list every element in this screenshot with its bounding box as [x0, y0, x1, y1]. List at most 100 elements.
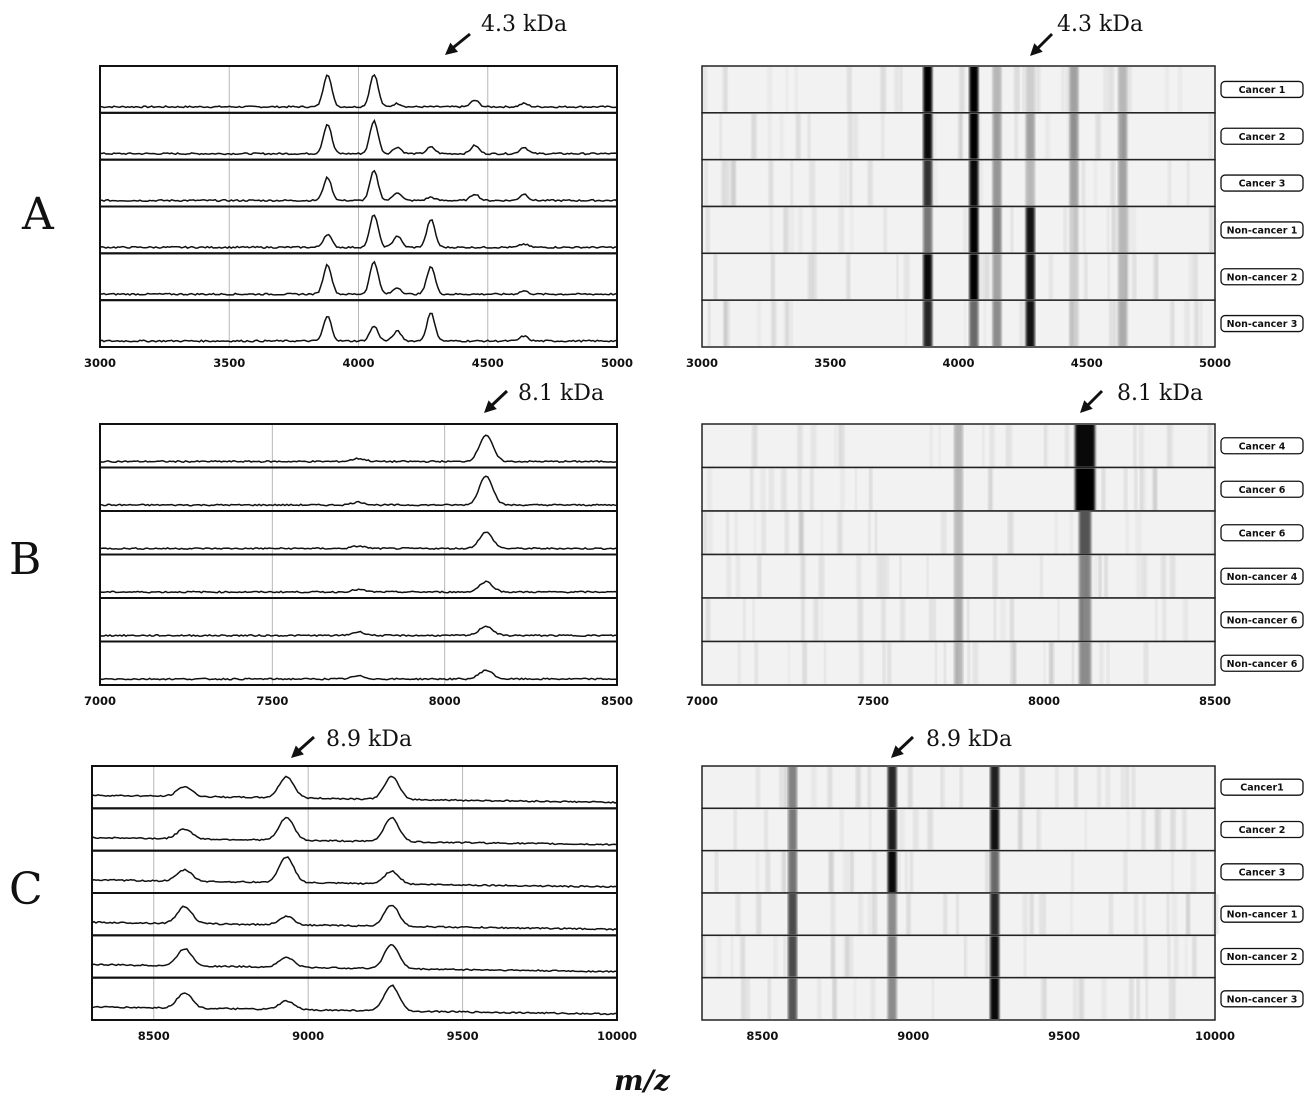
- gel-striation: [1207, 425, 1213, 467]
- gel-striation: [761, 512, 767, 554]
- gel-striation: [956, 894, 959, 935]
- gel-band: [1079, 555, 1092, 597]
- x-tick-label: 3500: [213, 356, 245, 370]
- gel-striation: [1143, 642, 1149, 684]
- gel-striation: [983, 254, 990, 300]
- gel-striation: [1166, 894, 1170, 935]
- gel-striation: [837, 425, 841, 467]
- gel-band: [923, 301, 933, 346]
- spectrum-row-frame: [91, 807, 618, 852]
- gel-striation: [1083, 254, 1088, 300]
- gel-striation: [1010, 425, 1013, 467]
- marker-label-c-gel: 8.9 kDa: [926, 727, 1012, 752]
- gel-striation: [1010, 642, 1016, 684]
- gel-striation: [717, 936, 722, 977]
- gel-striation: [985, 936, 989, 977]
- gel-band: [992, 113, 1002, 159]
- gel-striation: [827, 767, 832, 808]
- gel-striation: [853, 978, 857, 1019]
- gel-striation: [1138, 425, 1145, 467]
- gel-striation: [1024, 160, 1027, 206]
- sample-label: Cancer 6: [1239, 528, 1286, 539]
- gel-striation: [734, 512, 738, 554]
- gel-striation: [723, 67, 728, 112]
- gel-striation: [1194, 301, 1199, 346]
- gel-striation: [943, 642, 947, 684]
- gel-striation: [1186, 894, 1190, 935]
- gel-striation: [1054, 512, 1058, 554]
- gel-striation: [817, 978, 822, 1019]
- gel-striation: [1079, 978, 1083, 1019]
- gel-striation: [750, 468, 755, 510]
- gel-striation: [845, 936, 850, 977]
- gel-striation: [1044, 425, 1049, 467]
- gel-band: [992, 160, 1002, 206]
- gel-striation: [967, 642, 971, 684]
- gel-striation: [807, 254, 814, 300]
- gel-band: [1069, 160, 1079, 206]
- gel-striation: [872, 894, 878, 935]
- gel-striation: [765, 851, 771, 892]
- gel-striation: [1155, 809, 1162, 850]
- gel-striation: [1126, 254, 1130, 300]
- gel-striation: [926, 555, 929, 597]
- gel-striation: [846, 254, 851, 300]
- gel-striation: [943, 894, 948, 935]
- gel-striation: [976, 113, 982, 159]
- x-tick-label: 8000: [429, 694, 461, 708]
- gel-striation: [1177, 67, 1183, 112]
- gel-striation: [1110, 160, 1116, 206]
- gel-striation: [1112, 207, 1117, 253]
- gel-striation: [1022, 67, 1025, 112]
- gel-striation: [1095, 113, 1101, 159]
- x-tick-label: 10000: [597, 1029, 637, 1043]
- spectra-panel-c: 8500 9000 9500 10000: [91, 765, 637, 1043]
- spectrum-line: [91, 943, 617, 973]
- sample-label-box: [1220, 221, 1304, 239]
- gel-striation: [771, 254, 775, 300]
- gel-striation: [1170, 809, 1176, 850]
- gel-band: [923, 67, 933, 112]
- gel-striation: [797, 425, 803, 467]
- gel-striation: [1108, 894, 1114, 935]
- gel-band: [1079, 599, 1092, 641]
- sample-label-box: [1220, 778, 1304, 796]
- gel-lane: [701, 765, 1216, 810]
- gel-striation: [1141, 555, 1148, 597]
- gel-striation: [1134, 894, 1139, 935]
- gel-striation: [741, 978, 746, 1019]
- gel-striation: [1165, 67, 1169, 112]
- x-tick-label: 7000: [686, 694, 718, 708]
- sample-label: Cancer1: [1240, 783, 1284, 794]
- gel-striation: [1181, 809, 1187, 850]
- gel-striation: [941, 512, 947, 554]
- sample-label: Cancer 1: [1239, 85, 1286, 96]
- gel-striation: [899, 555, 902, 597]
- gel-striation: [1082, 207, 1086, 253]
- gel-band: [788, 978, 798, 1019]
- gel-band: [1025, 301, 1035, 346]
- arrow-head: [1080, 400, 1093, 413]
- gel-striation: [812, 254, 817, 300]
- x-tick-label: 10000: [1195, 1029, 1235, 1043]
- marker-label-b-gel: 8.1 kDa: [1117, 381, 1203, 406]
- gel-striation: [725, 512, 730, 554]
- gel-striation: [1019, 301, 1025, 346]
- gel-striation: [1136, 555, 1142, 597]
- gel-striation: [779, 767, 783, 808]
- gel-striation: [1113, 301, 1119, 346]
- x-tick-label: 5000: [601, 356, 633, 370]
- gel-band: [990, 978, 1000, 1019]
- gel-striation: [1103, 67, 1109, 112]
- gel-striation: [781, 851, 786, 892]
- gel-striation: [1099, 555, 1102, 597]
- gel-band: [1118, 254, 1128, 300]
- gel-striation: [752, 599, 755, 641]
- sample-label-box: [1220, 567, 1304, 585]
- gel-striation: [1061, 67, 1065, 112]
- sample-label-box: [1220, 480, 1304, 498]
- gel-striation: [1081, 160, 1086, 206]
- gel-lane: [701, 65, 1216, 114]
- spectrum-row-frame: [91, 892, 618, 937]
